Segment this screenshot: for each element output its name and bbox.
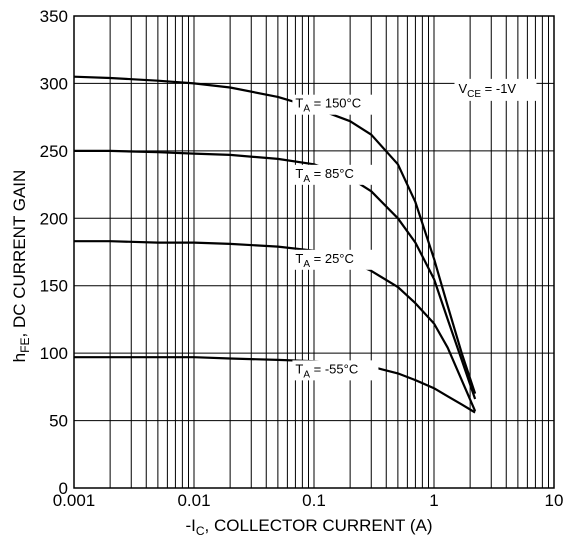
y-tick-label: 100 xyxy=(40,344,68,363)
series-label-2: TA = 25°C xyxy=(295,251,354,270)
x-tick-label: 0.01 xyxy=(177,491,210,510)
y-tick-label: 200 xyxy=(40,209,68,228)
x-tick-label: 1 xyxy=(429,491,438,510)
x-tick-label: 0.1 xyxy=(302,491,326,510)
axis-labels: -IC, COLLECTOR CURRENT (A) hFE, DC CURREN… xyxy=(10,170,433,538)
grid-lines xyxy=(73,15,555,489)
series-label-0: TA = 150°C xyxy=(295,96,361,115)
series-label-3: TA = -55°C xyxy=(295,361,358,380)
y-tick-label: 300 xyxy=(40,74,68,93)
y-tick-label: 250 xyxy=(40,142,68,161)
annotations: TA = 150°C TA = 85°C TA = 25°C TA = -55°C VC… xyxy=(292,78,537,381)
series-label-bg xyxy=(292,360,379,381)
y-tick-label: 50 xyxy=(49,412,68,431)
x-tick-label: 0.001 xyxy=(53,491,96,510)
tick-labels: 0 50 100 150 200 250 300 350 0.001 0.01 0.1 1 10 xyxy=(40,7,564,510)
series-label-bg xyxy=(292,164,379,185)
y-tick-label: 0 xyxy=(59,479,68,498)
y-tick-label: 150 xyxy=(40,277,68,296)
series-label-bg xyxy=(292,94,379,115)
condition-label: VCE = -1V xyxy=(458,81,516,100)
x-tick-label: 10 xyxy=(545,491,564,510)
condition-label-bg xyxy=(454,78,537,101)
x-axis-label: -IC, COLLECTOR CURRENT (A) xyxy=(185,516,432,538)
plot-frame xyxy=(73,15,555,489)
series-label-1: TA = 85°C xyxy=(295,166,354,185)
y-tick-label: 350 xyxy=(40,7,68,26)
series-label-bg xyxy=(292,249,379,270)
series-line-0 xyxy=(73,75,477,394)
y-axis-label: hFE, DC CURRENT GAIN xyxy=(10,170,32,363)
